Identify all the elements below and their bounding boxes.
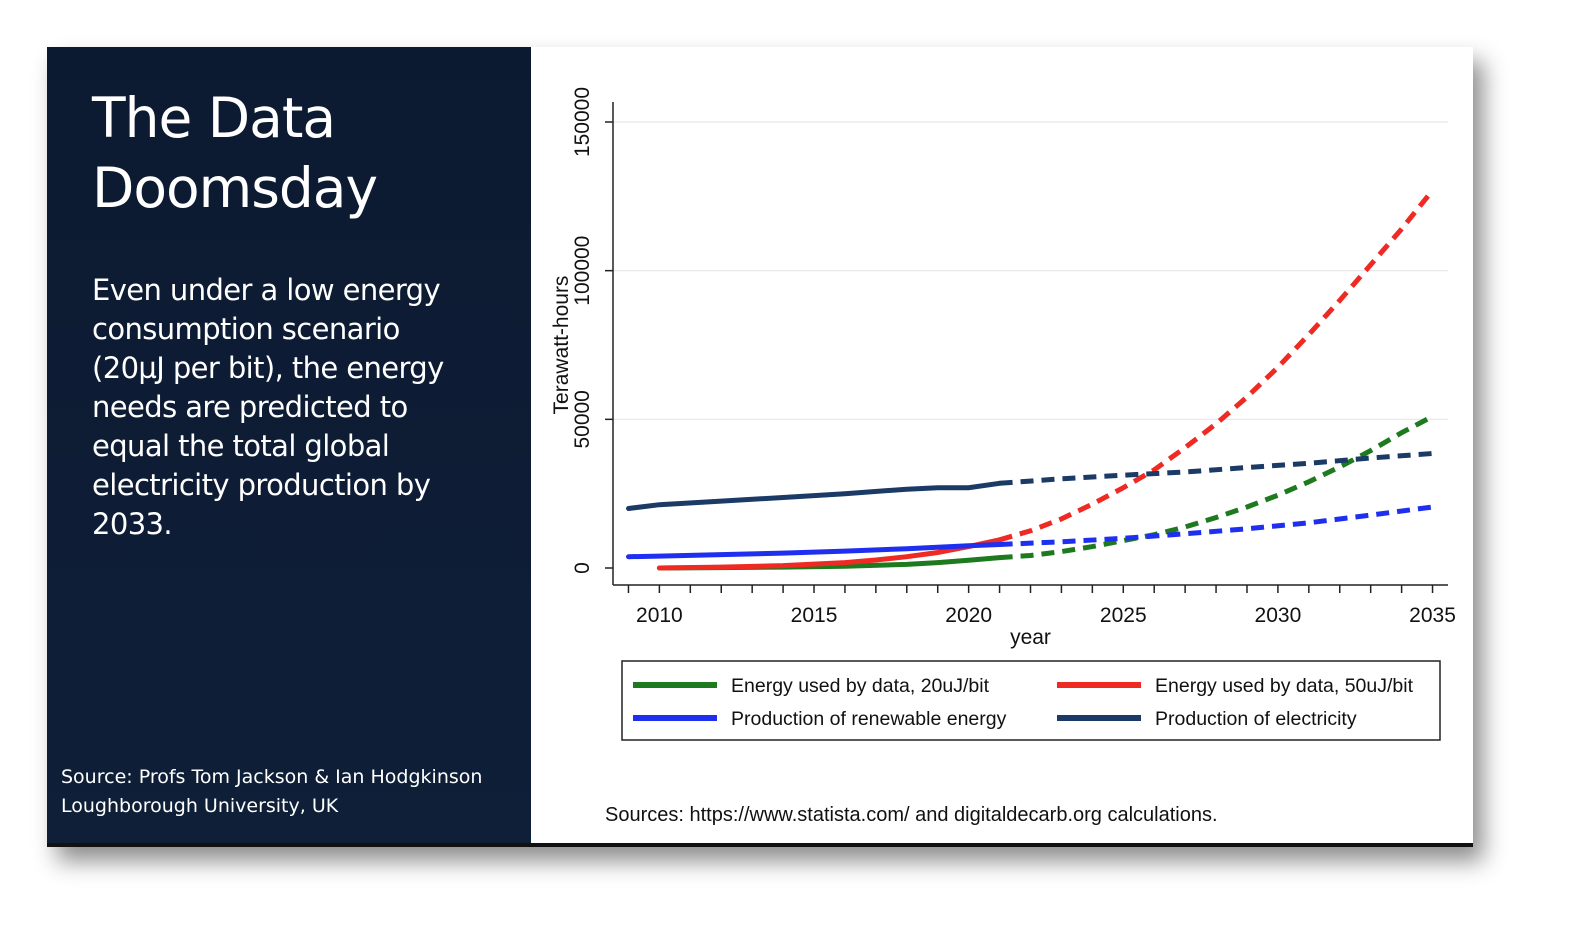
- energy-line-chart: 0 50000 100000 150000 2010 2015 2020 2025 2030 20…: [550, 87, 1456, 826]
- y-tick-label: 0: [571, 562, 594, 574]
- series-projection-energy-used-by-data-20uj-bit: [999, 414, 1434, 561]
- slide-title: The Data Doomsday: [92, 83, 512, 223]
- x-axis-title: year: [1010, 626, 1051, 649]
- chart-sources: Sources: https://www.statista.com/ and d…: [605, 804, 1218, 826]
- y-axis-title: Terawatt-hours: [550, 276, 573, 415]
- series-line-production-of-electricity: [626, 480, 1003, 511]
- body-line: needs are predicted to: [92, 390, 408, 424]
- source-credit: Source: Profs Tom Jackson & Ian Hodgkins…: [61, 763, 521, 821]
- series-projection-production-of-electricity: [999, 451, 1433, 486]
- legend-label: Production of renewable energy: [731, 708, 1007, 730]
- x-tick-label: 2010: [636, 604, 683, 627]
- body-line: (20µJ per bit), the energy: [92, 351, 444, 385]
- y-tick-label: 100000: [571, 236, 594, 306]
- series-line-production-of-renewable-energy: [626, 542, 1003, 560]
- slide-body-text: Even under a low energy consumption scen…: [92, 271, 512, 544]
- x-tick-label: 2015: [791, 604, 838, 627]
- legend-label: Energy used by data, 20uJ/bit: [731, 675, 990, 697]
- title-panel: The Data Doomsday Even under a low energ…: [47, 47, 531, 843]
- credit-line: Source: Profs Tom Jackson & Ian Hodgkins…: [61, 766, 483, 788]
- body-line: consumption scenario: [92, 312, 400, 346]
- x-tick-label: 2035: [1409, 604, 1456, 627]
- slide-title-line: The Data: [92, 86, 336, 150]
- legend-label: Energy used by data, 50uJ/bit: [1155, 675, 1414, 697]
- y-tick-label: 150000: [571, 87, 594, 157]
- gridlines: [613, 121, 1448, 420]
- x-tick-label: 2025: [1100, 604, 1147, 627]
- body-line: electricity production by: [92, 468, 431, 502]
- legend-label: Production of electricity: [1155, 708, 1357, 730]
- body-line: 2033.: [92, 507, 173, 541]
- body-line: equal the total global: [92, 429, 390, 463]
- body-line: Even under a low energy: [92, 273, 441, 307]
- series-projection-production-of-renewable-energy: [999, 504, 1433, 547]
- slide-title-line: Doomsday: [92, 156, 378, 220]
- x-tick-label: 2030: [1255, 604, 1302, 627]
- x-tick-label: 2020: [945, 604, 992, 627]
- credit-line: Loughborough University, UK: [61, 795, 339, 817]
- axes: 0 50000 100000 150000 2010 2015 2020 2025 2030 20…: [571, 87, 1456, 627]
- slide: The Data Doomsday Even under a low energ…: [47, 47, 1473, 847]
- legend: Energy used by data, 20uJ/bit Energy used…: [621, 660, 1441, 741]
- y-tick-label: 50000: [571, 390, 594, 448]
- legend-box: [621, 660, 1441, 741]
- series-projection-energy-used-by-data-50uj-bit: [998, 188, 1435, 543]
- series-lines: [626, 188, 1435, 571]
